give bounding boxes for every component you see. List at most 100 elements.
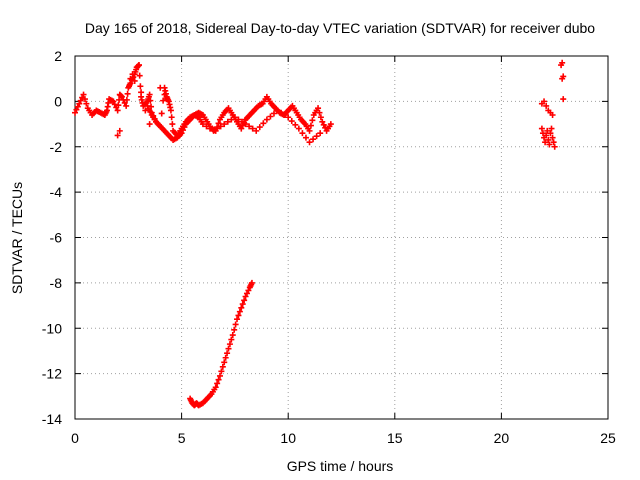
x-tick-label: 10 xyxy=(280,430,296,446)
data-point xyxy=(241,297,248,304)
data-point xyxy=(300,119,307,126)
data-point xyxy=(232,321,239,328)
data-point xyxy=(238,304,245,311)
data-point xyxy=(246,123,253,130)
data-point xyxy=(245,287,252,294)
data-point xyxy=(545,136,552,143)
data-point xyxy=(114,107,121,114)
data-point xyxy=(292,121,299,128)
data-point xyxy=(129,71,136,78)
data-point xyxy=(543,102,550,109)
data-point xyxy=(229,332,236,339)
data-point xyxy=(267,113,274,120)
data-point xyxy=(225,345,232,352)
data-point xyxy=(144,102,151,109)
data-point xyxy=(222,354,229,361)
data-point xyxy=(542,139,549,146)
data-point xyxy=(135,62,142,69)
data-point xyxy=(239,301,246,308)
data-point xyxy=(274,107,281,114)
data-point xyxy=(228,109,235,116)
data-point xyxy=(203,123,210,130)
data-point xyxy=(295,125,302,132)
data-point xyxy=(194,113,201,120)
data-point xyxy=(127,75,134,82)
data-point xyxy=(266,98,273,105)
series-descending-arc xyxy=(187,279,255,409)
data-point xyxy=(83,100,90,107)
series-upper-spikes xyxy=(114,62,170,139)
data-point xyxy=(234,316,241,323)
y-tick-label: 0 xyxy=(54,93,62,109)
data-point xyxy=(320,121,327,128)
x-tick-label: 15 xyxy=(387,430,403,446)
x-axis-label: GPS time / hours xyxy=(287,458,394,474)
data-point xyxy=(310,136,317,143)
data-point xyxy=(207,392,214,399)
data-point xyxy=(218,368,225,375)
data-point xyxy=(158,110,165,117)
data-point xyxy=(248,281,255,288)
data-point xyxy=(72,109,78,116)
data-point xyxy=(116,127,123,134)
data-point xyxy=(288,118,295,125)
data-point xyxy=(164,130,171,137)
series-lower-branch xyxy=(144,102,324,146)
data-point xyxy=(131,77,138,84)
data-point xyxy=(167,104,174,111)
data-point xyxy=(242,293,249,300)
data-point xyxy=(239,118,246,125)
data-point xyxy=(235,116,242,123)
data-point xyxy=(202,397,209,404)
x-tick-label: 25 xyxy=(600,430,616,446)
data-point xyxy=(231,326,238,333)
y-tick-label: -4 xyxy=(50,184,63,200)
y-tick-label: -12 xyxy=(42,366,62,382)
data-point xyxy=(260,120,267,127)
y-tick-label: -2 xyxy=(50,139,63,155)
data-point xyxy=(326,123,333,130)
data-point xyxy=(278,109,285,116)
data-point xyxy=(214,380,221,387)
data-point xyxy=(224,350,231,357)
data-point xyxy=(145,93,152,100)
data-point xyxy=(211,386,218,393)
y-tick-label: -6 xyxy=(50,230,63,246)
chart-title: Day 165 of 2018, Sidereal Day-to-day VTE… xyxy=(85,20,595,36)
data-point xyxy=(548,125,555,132)
data-point xyxy=(73,106,80,113)
data-point xyxy=(118,93,125,100)
data-point xyxy=(551,143,558,150)
data-point xyxy=(146,121,153,128)
data-point xyxy=(559,75,566,82)
data-point xyxy=(236,308,243,315)
data-point xyxy=(124,90,131,97)
data-point xyxy=(103,108,110,115)
data-point xyxy=(210,127,217,134)
data-point xyxy=(263,116,270,123)
data-point xyxy=(155,121,162,128)
data-point xyxy=(228,336,235,343)
y-axis-label: SDTVAR / TECUs xyxy=(9,182,25,294)
data-point xyxy=(123,96,130,103)
data-point xyxy=(80,91,87,98)
data-point xyxy=(216,372,223,379)
data-point xyxy=(270,103,277,110)
data-point xyxy=(307,122,314,129)
data-point xyxy=(231,114,238,121)
data-point xyxy=(249,108,256,115)
data-point xyxy=(541,98,548,105)
data-point xyxy=(550,139,557,146)
data-point xyxy=(198,118,205,125)
data-point xyxy=(317,114,324,121)
data-point xyxy=(544,127,551,134)
data-point xyxy=(168,114,175,121)
data-point xyxy=(245,113,252,120)
data-point xyxy=(105,99,112,106)
data-point xyxy=(285,114,292,121)
data-point xyxy=(317,130,324,137)
data-point xyxy=(319,118,326,125)
y-tick-label: 2 xyxy=(54,48,62,64)
data-point xyxy=(313,133,320,140)
